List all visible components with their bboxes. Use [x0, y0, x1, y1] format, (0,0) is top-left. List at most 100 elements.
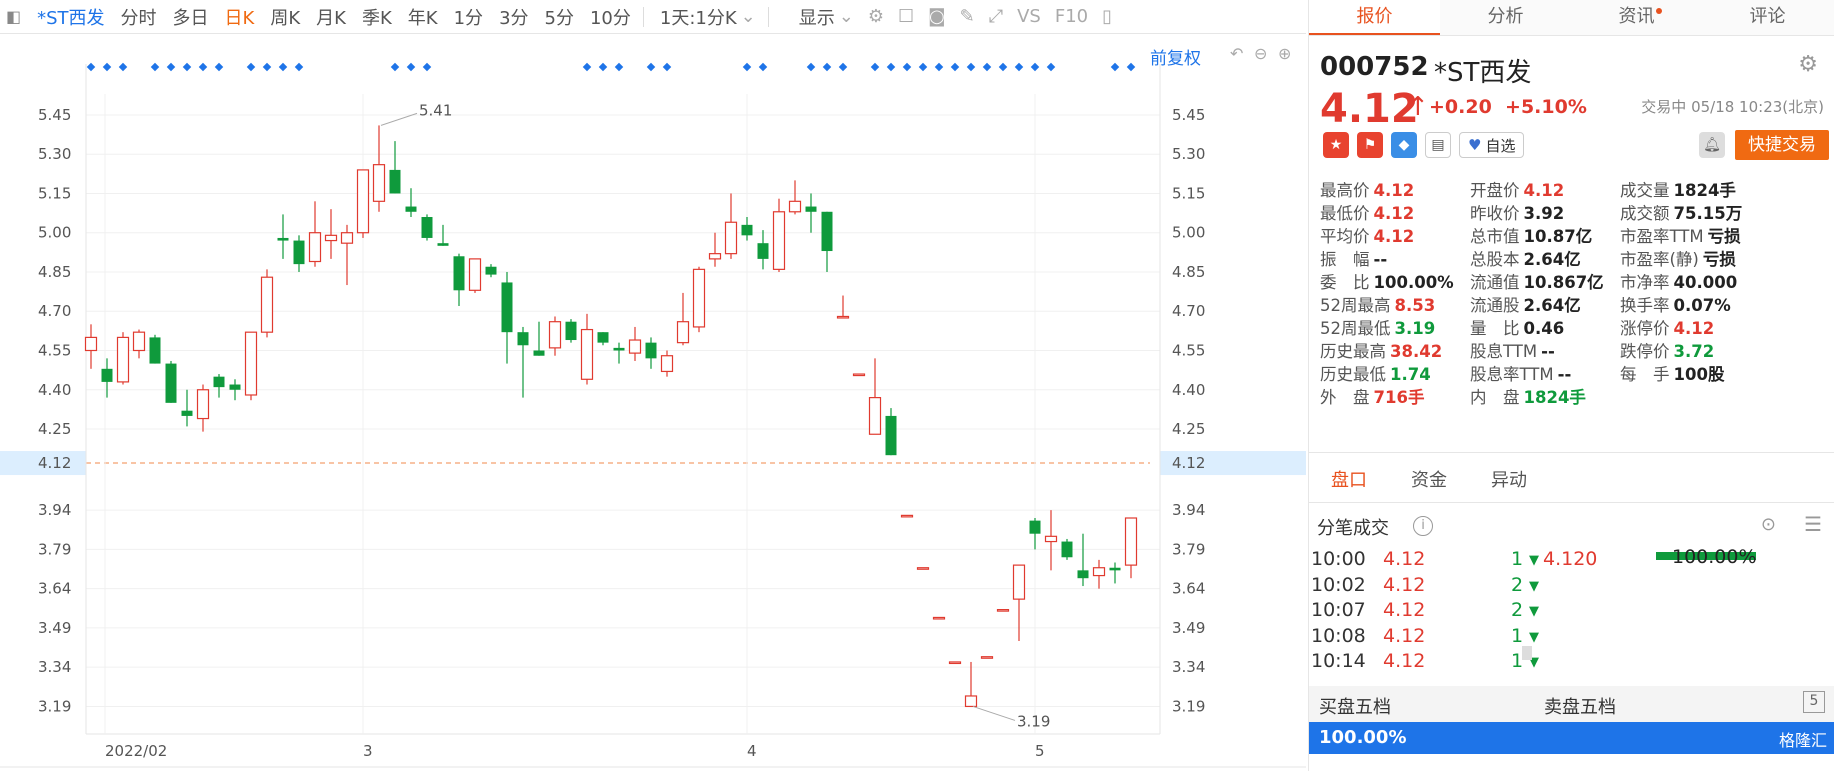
list-icon[interactable]: ☰	[1804, 512, 1822, 536]
candle-body	[1124, 517, 1138, 566]
event-marker	[950, 62, 960, 72]
event-marker	[758, 62, 768, 72]
quote-field: 跌停价 3.72	[1620, 338, 1714, 365]
tab-analysis[interactable]: 分析	[1487, 6, 1524, 27]
field-label: 成交额	[1620, 204, 1670, 223]
quote-field: 最低价 4.12	[1320, 200, 1414, 227]
candlestick-chart[interactable]: 5.45 5.45 5.30 5.30 5.15 5.15 5.00 5.00 4.85 4.85…	[0, 34, 1306, 771]
square-select-icon[interactable]: ☐	[897, 6, 915, 27]
undo-icon[interactable]: ↶	[1230, 44, 1244, 63]
candle-body	[356, 169, 370, 234]
event-marker	[198, 62, 208, 72]
y-tick-label-left: 4.55	[38, 341, 71, 359]
candle-body	[565, 321, 577, 341]
tab-10min[interactable]: 10分	[589, 7, 631, 29]
panel-toggle-icon[interactable]: ◧	[6, 7, 22, 26]
quote-field: 历史最高 38.42	[1320, 338, 1442, 365]
runner-icon[interactable]: ⚑	[1357, 132, 1383, 158]
adjust-mode-button[interactable]: 前复权	[1150, 49, 1201, 69]
candle-body	[613, 347, 625, 351]
quote-field: 总股本 2.64亿	[1470, 246, 1581, 273]
tab-timeshare[interactable]: 分时	[120, 7, 157, 29]
field-value: 亏损	[1707, 227, 1741, 246]
candle-body	[501, 282, 513, 333]
event-marker	[902, 62, 912, 72]
toolbar-stock-name[interactable]: *ST西发	[37, 7, 105, 29]
field-label: 换手率	[1620, 296, 1670, 315]
candle-body	[772, 211, 786, 270]
zoom-in-icon[interactable]: ⊕	[1278, 44, 1292, 63]
gear-icon[interactable]: ⚙	[1798, 52, 1818, 77]
field-label: 52周最高	[1320, 296, 1391, 315]
field-value: 10.867亿	[1523, 273, 1604, 292]
chevron-down-icon[interactable]: ⌄	[740, 6, 756, 27]
tab-1min[interactable]: 1分	[453, 7, 484, 29]
tag-icon[interactable]: ◆	[1391, 132, 1417, 158]
add-watchlist-button[interactable]: ♥ 自选	[1459, 132, 1525, 158]
candle-body	[900, 514, 914, 518]
sell-five-label: 卖盘五档	[1544, 697, 1616, 718]
tab-order-book[interactable]: 盘口	[1331, 470, 1367, 491]
field-value: 0.07%	[1673, 296, 1731, 315]
quote-field: 股息率TTM --	[1470, 361, 1571, 388]
candle-body	[468, 258, 482, 291]
period-dropdown[interactable]: 1天:1分K	[659, 7, 737, 29]
y-tick-label-left: 3.64	[38, 580, 71, 598]
tab-yearly-k[interactable]: 年K	[407, 7, 438, 29]
heart-icon: ♥	[1468, 136, 1482, 154]
stock-name: *ST西发	[1434, 58, 1532, 88]
event-marker	[886, 62, 896, 72]
info-icon[interactable]: i	[1413, 516, 1433, 536]
display-dropdown[interactable]: 显示	[798, 7, 835, 29]
tab-anomaly[interactable]: 异动	[1491, 470, 1527, 491]
sell-arrow-icon: ▼	[1529, 578, 1539, 594]
tab-quarterly-k[interactable]: 季K	[361, 7, 392, 29]
y-tick-label-right: 3.64	[1172, 580, 1205, 598]
candle-body	[372, 164, 386, 202]
tab-monthly-k[interactable]: 月K	[316, 7, 346, 29]
chevron-down-icon[interactable]: ⌄	[838, 6, 854, 27]
y-tick-label-right: 5.45	[1172, 106, 1205, 124]
field-value: 75.15万	[1673, 204, 1743, 223]
f10-button[interactable]: F10	[1054, 6, 1089, 27]
pencil-icon[interactable]: ✎	[959, 6, 975, 27]
scrollbar[interactable]	[1522, 646, 1532, 660]
field-label: 外 盘	[1320, 388, 1370, 407]
more-icon[interactable]: ⊙	[1760, 514, 1776, 535]
tab-news[interactable]: 资讯	[1571, 0, 1702, 35]
x-tick-label: 4	[747, 742, 757, 760]
tab-3min[interactable]: 3分	[499, 7, 529, 29]
alert-bell-icon[interactable]: 🔔︎	[1699, 132, 1725, 158]
vs-compare-button[interactable]: VS	[1017, 6, 1041, 27]
candle-body	[405, 206, 417, 212]
y-tick-label-left: 5.15	[38, 184, 71, 202]
gear-icon[interactable]: ⚙	[867, 6, 884, 27]
divider	[1309, 452, 1834, 453]
tab-weekly-k[interactable]: 周K	[270, 7, 301, 29]
tab-daily-k[interactable]: 日K	[224, 7, 255, 29]
fullscreen-icon[interactable]: ⤢	[988, 6, 1004, 27]
y-tick-label-left: 5.30	[38, 145, 71, 163]
depth-toggle-button[interactable]: 5	[1803, 691, 1825, 713]
candle-body	[453, 256, 465, 291]
tab-quote[interactable]: 报价	[1309, 0, 1440, 35]
candle-body	[548, 321, 562, 349]
event-marker	[182, 62, 192, 72]
tab-5min[interactable]: 5分	[544, 7, 574, 29]
candle-body	[1109, 567, 1121, 571]
camera-icon[interactable]: ◙	[928, 6, 946, 27]
tab-comments[interactable]: 评论	[1749, 6, 1786, 27]
tab-multiday[interactable]: 多日	[172, 7, 209, 29]
sidebar-toggle-icon[interactable]: ▯	[1102, 6, 1113, 27]
field-value: 10.87亿	[1523, 227, 1593, 246]
y-tick-label-left: 5.00	[38, 224, 71, 242]
tab-capital-flow[interactable]: 资金	[1411, 470, 1447, 491]
quick-trade-button[interactable]: 快捷交易	[1735, 130, 1829, 160]
field-label: 振 幅	[1320, 250, 1370, 269]
notes-icon[interactable]: ▤	[1425, 132, 1451, 158]
candle-body	[437, 243, 449, 246]
zoom-out-icon[interactable]: ⊖	[1254, 44, 1268, 63]
china-flag-icon[interactable]: ★	[1323, 132, 1349, 158]
field-value: 3.19	[1394, 319, 1436, 338]
candle-body	[260, 276, 274, 333]
